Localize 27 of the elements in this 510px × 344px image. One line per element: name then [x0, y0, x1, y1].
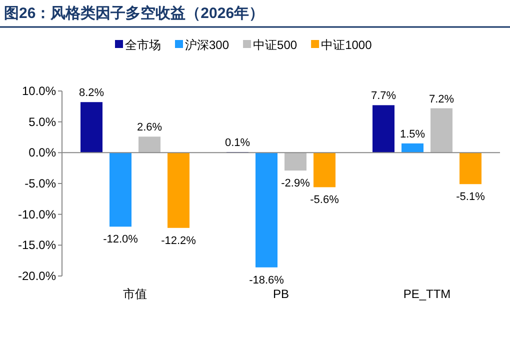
legend-label: 中证500	[253, 38, 298, 52]
y-tick-label: 5.0%	[28, 114, 56, 129]
data-label: -5.1%	[456, 191, 486, 204]
data-label: 1.5%	[400, 128, 426, 140]
x-tick-label: PB	[272, 287, 290, 301]
y-tick-label: -15.0%	[18, 238, 56, 252]
data-label: 2.6%	[136, 122, 162, 134]
y-tick-label: 10.0%	[22, 84, 56, 98]
legend-label: 沪深300	[185, 38, 230, 52]
y-tick-label: -10.0%	[18, 207, 56, 222]
data-label: 7.7%	[370, 90, 396, 102]
data-label: 0.1%	[224, 137, 250, 150]
data-label: -18.6%	[249, 274, 284, 286]
y-tick-label: 0.0%	[28, 146, 56, 160]
legend-label: 中证1000	[321, 38, 372, 52]
data-label: -12.2%	[161, 234, 196, 247]
y-tick-label: -5.0%	[24, 176, 56, 190]
x-tick-label: PE_TTM	[403, 287, 451, 301]
data-label: 7.2%	[428, 93, 454, 106]
legend-label: 全市场	[125, 38, 161, 52]
chart-title: 图26：风格类因子多空收益（2026年）	[4, 4, 264, 22]
data-label: -12.0%	[103, 234, 138, 246]
data-label: -5.6%	[310, 194, 340, 206]
data-label: 8.2%	[78, 87, 104, 100]
y-tick-label: -20.0%	[18, 269, 56, 283]
x-tick-label: 市值	[123, 287, 147, 301]
data-label: -2.9%	[281, 178, 310, 190]
